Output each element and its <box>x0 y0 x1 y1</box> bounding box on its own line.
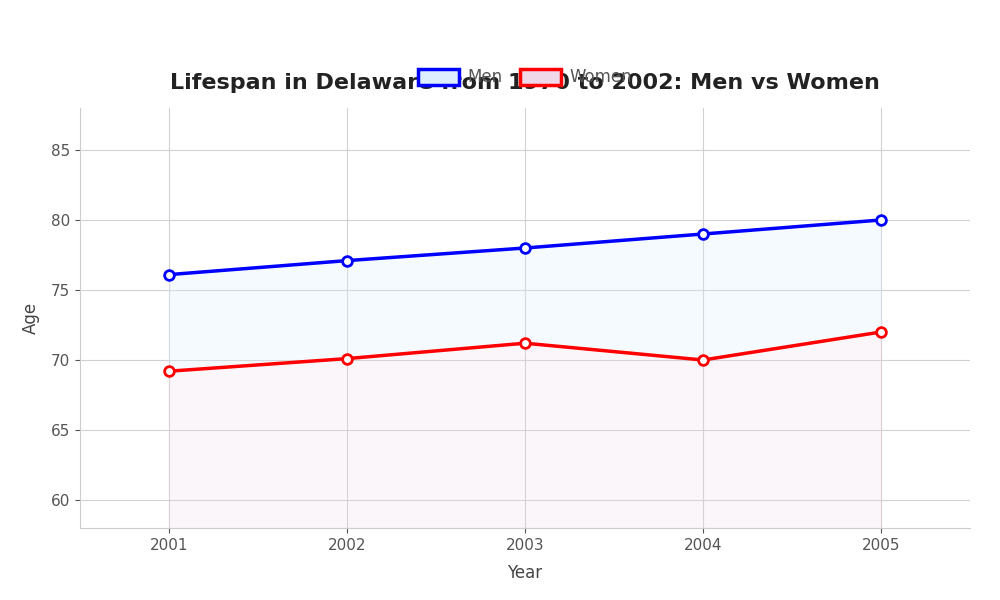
Y-axis label: Age: Age <box>22 302 40 334</box>
X-axis label: Year: Year <box>507 564 543 582</box>
Legend: Men, Women: Men, Women <box>411 62 639 93</box>
Title: Lifespan in Delaware from 1970 to 2002: Men vs Women: Lifespan in Delaware from 1970 to 2002: … <box>170 73 880 92</box>
